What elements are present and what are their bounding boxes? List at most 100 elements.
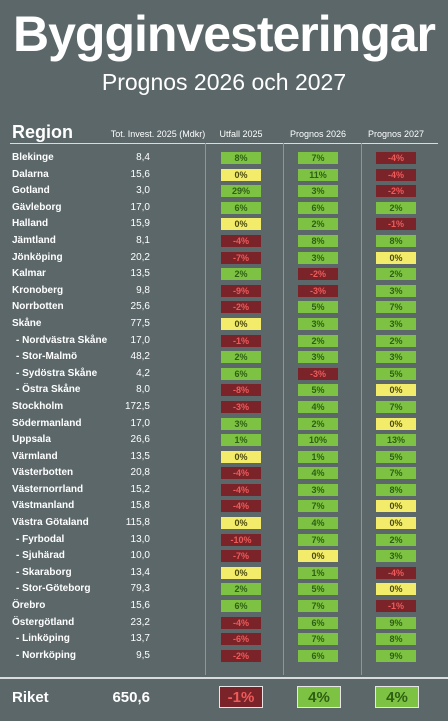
forecast-2026-badge: 8%: [298, 234, 338, 247]
table-row: Stockholm 172,5 -3% 4% 7%: [0, 399, 448, 416]
header-region: Region: [12, 122, 73, 142]
forecast-2026-badge: 7%: [298, 500, 338, 513]
forecast-2027-badge: 5%: [376, 367, 416, 380]
forecast-2027-badge: 2%: [376, 201, 416, 214]
forecast-2027-badge: 0%: [376, 583, 416, 596]
investment-value: 17,0: [130, 201, 150, 213]
investment-value: 13,7: [130, 633, 150, 645]
investment-value: 9,8: [136, 284, 150, 296]
region-name: Värmland: [12, 450, 58, 462]
header-forecast-2027: Prognos 2027: [367, 129, 425, 139]
forecast-2026-badge: 4%: [298, 400, 338, 413]
header-forecast-2026: Prognos 2026: [289, 129, 347, 139]
forecast-2027-badge: 8%: [376, 483, 416, 496]
region-name: Södermanland: [12, 417, 82, 429]
region-name: Gotland: [12, 185, 50, 197]
page-subtitle: Prognos 2026 och 2027: [101, 69, 347, 95]
header-investment: Tot. Invest. 2025 (Mdkr): [110, 129, 206, 139]
region-name: Halland: [12, 218, 49, 230]
outcome-2025-badge: 2%: [221, 351, 261, 364]
region-name: - Sydöstra Skåne: [16, 367, 98, 379]
forecast-2027-badge: -4%: [376, 566, 416, 579]
table-row: Gävleborg 17,0 6% 6% 2%: [0, 200, 448, 217]
outcome-2025-badge: -4%: [221, 500, 261, 513]
region-name: Örebro: [12, 600, 46, 612]
total-name: Riket: [12, 689, 49, 706]
investment-value: 8,1: [136, 234, 150, 246]
table-row: Västerbotten 20,8 -4% 4% 7%: [0, 465, 448, 482]
outcome-2025-badge: -9%: [221, 284, 261, 297]
outcome-2025-badge: -6%: [221, 633, 261, 646]
outcome-2025-badge: 6%: [221, 201, 261, 214]
forecast-2027-badge: 8%: [376, 633, 416, 646]
forecast-2027-badge: 3%: [376, 284, 416, 297]
outcome-2025-badge: 6%: [221, 367, 261, 380]
outcome-2025-badge: 0%: [221, 168, 261, 181]
outcome-2025-badge: -4%: [221, 483, 261, 496]
forecast-2027-badge: 3%: [376, 317, 416, 330]
header-outcome-2025: Utfall 2025: [219, 129, 263, 139]
region-name: - Norrköping: [16, 649, 76, 661]
investment-value: 20,8: [130, 467, 150, 479]
table-row: Jämtland 8,1 -4% 8% 8%: [0, 233, 448, 250]
table-row: - Stor-Göteborg 79,3 2% 5% 0%: [0, 581, 448, 598]
table-row: Dalarna 15,6 0% 11% -4%: [0, 167, 448, 184]
investment-value: 79,3: [130, 583, 150, 595]
outcome-2025-badge: 6%: [221, 600, 261, 613]
table-row: Västmanland 15,8 -4% 7% 0%: [0, 498, 448, 515]
table-row: Kronoberg 9,8 -9% -3% 3%: [0, 283, 448, 300]
table-row: - Skaraborg 13,4 0% 1% -4%: [0, 565, 448, 582]
investment-value: 15,9: [130, 218, 150, 230]
forecast-2027-badge: 0%: [376, 417, 416, 430]
region-name: Östergötland: [12, 616, 75, 628]
outcome-2025-badge: -2%: [221, 649, 261, 662]
outcome-2025-badge: 29%: [221, 185, 261, 198]
table-row: - Linköping 13,7 -6% 7% 8%: [0, 631, 448, 648]
investment-value: 15,2: [130, 483, 150, 495]
forecast-2026-badge: 5%: [298, 301, 338, 314]
table-row: - Nordvästra Skåne 17,0 -1% 2% 2%: [0, 333, 448, 350]
region-name: Jämtland: [12, 234, 56, 246]
table-row: - Östra Skåne 8,0 -8% 5% 0%: [0, 382, 448, 399]
investment-value: 8,0: [136, 384, 150, 396]
forecast-2027-badge: 5%: [376, 450, 416, 463]
outcome-2025-badge: -2%: [221, 301, 261, 314]
table-row: Jönköping 20,2 -7% 3% 0%: [0, 250, 448, 267]
region-name: Jönköping: [12, 251, 63, 263]
table-row: - Fyrbodal 13,0 -10% 7% 2%: [0, 532, 448, 549]
table-row: Värmland 13,5 0% 1% 5%: [0, 449, 448, 466]
forecast-2026-badge: 2%: [298, 218, 338, 231]
forecast-2026-badge: -2%: [298, 268, 338, 281]
investment-value: 115,8: [125, 517, 150, 529]
forecast-2027-badge: 9%: [376, 616, 416, 629]
total-investment: 650,6: [112, 689, 150, 706]
outcome-2025-badge: 2%: [221, 583, 261, 596]
forecast-2027-badge: 8%: [376, 234, 416, 247]
region-name: Västmanland: [12, 500, 75, 512]
table-row: - Sjuhärad 10,0 -7% 0% 3%: [0, 548, 448, 565]
investment-value: 4,2: [136, 367, 150, 379]
investment-value: 77,5: [130, 317, 150, 329]
forecast-2027-badge: 7%: [376, 467, 416, 480]
table-header: Region Tot. Invest. 2025 (Mdkr) Utfall 2…: [0, 120, 448, 144]
investment-value: 13,5: [130, 450, 150, 462]
region-name: Stockholm: [12, 400, 64, 412]
investment-value: 10,0: [130, 550, 150, 562]
investment-value: 15,6: [130, 600, 150, 612]
outcome-2025-badge: 0%: [221, 218, 261, 231]
outcome-2025-badge: -4%: [221, 467, 261, 480]
region-name: - Skaraborg: [16, 566, 72, 578]
table-row: Uppsala 26,6 1% 10% 13%: [0, 432, 448, 449]
forecast-2026-badge: 6%: [298, 201, 338, 214]
total-outcome-badge: -1%: [219, 686, 263, 708]
forecast-2027-badge: 2%: [376, 334, 416, 347]
forecast-2026-badge: 3%: [298, 317, 338, 330]
forecast-2027-badge: 0%: [376, 384, 416, 397]
investment-value: 26,6: [130, 434, 150, 446]
forecast-2026-badge: 3%: [298, 185, 338, 198]
table-row: Halland 15,9 0% 2% -1%: [0, 216, 448, 233]
forecast-2027-badge: 7%: [376, 301, 416, 314]
table-row: - Stor-Malmö 48,2 2% 3% 3%: [0, 349, 448, 366]
investment-value: 17,0: [130, 334, 150, 346]
forecast-2027-badge: -1%: [376, 600, 416, 613]
